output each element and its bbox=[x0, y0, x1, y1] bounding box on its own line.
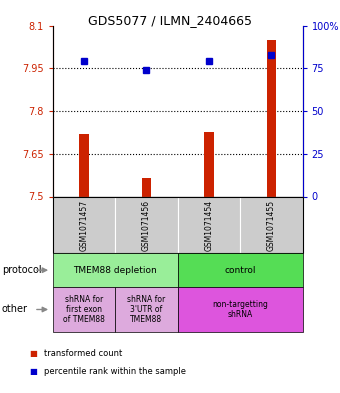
Text: GSM1071456: GSM1071456 bbox=[142, 199, 151, 251]
Text: GSM1071455: GSM1071455 bbox=[267, 199, 276, 251]
Text: shRNA for
3'UTR of
TMEM88: shRNA for 3'UTR of TMEM88 bbox=[127, 295, 166, 324]
Text: non-targetting
shRNA: non-targetting shRNA bbox=[212, 300, 268, 319]
Text: GSM1071457: GSM1071457 bbox=[80, 199, 88, 251]
Text: ■: ■ bbox=[29, 349, 37, 358]
Text: percentile rank within the sample: percentile rank within the sample bbox=[44, 367, 186, 376]
Text: GDS5077 / ILMN_2404665: GDS5077 / ILMN_2404665 bbox=[88, 14, 252, 27]
Bar bbox=[142, 178, 151, 196]
Bar bbox=[204, 132, 214, 196]
Text: ■: ■ bbox=[29, 367, 37, 376]
Text: TMEM88 depletion: TMEM88 depletion bbox=[73, 266, 157, 275]
Text: control: control bbox=[224, 266, 256, 275]
Text: protocol: protocol bbox=[2, 265, 41, 275]
Text: shRNA for
first exon
of TMEM88: shRNA for first exon of TMEM88 bbox=[63, 295, 105, 324]
Bar bbox=[267, 40, 276, 197]
Text: transformed count: transformed count bbox=[44, 349, 122, 358]
Bar bbox=[79, 134, 89, 196]
Text: GSM1071454: GSM1071454 bbox=[204, 199, 214, 251]
Text: other: other bbox=[2, 305, 28, 314]
